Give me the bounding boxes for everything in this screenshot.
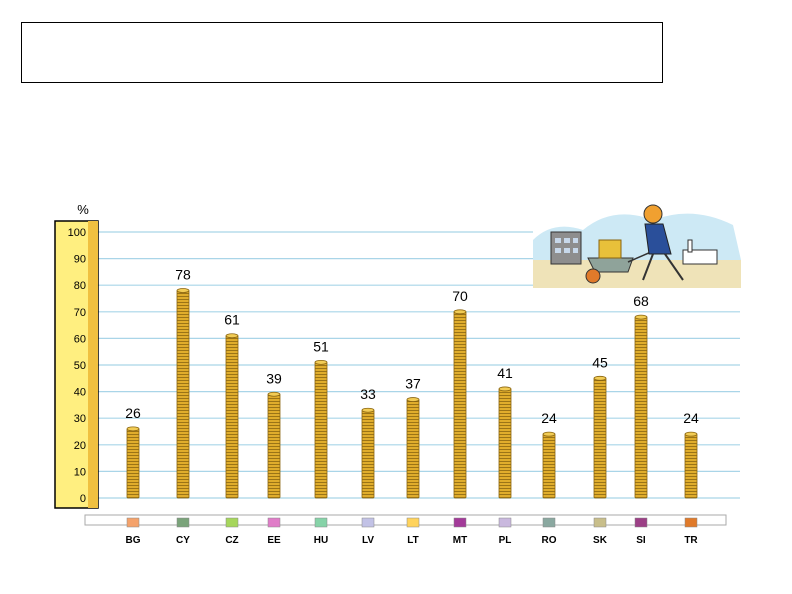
legend-swatch bbox=[542, 517, 556, 528]
bar-cap bbox=[225, 333, 239, 339]
bars: 26 78 61 39 51 33 37 70 41 24 45 68 24 bbox=[125, 267, 699, 499]
bar-cap bbox=[267, 391, 281, 397]
bar bbox=[453, 311, 467, 499]
bar bbox=[176, 290, 190, 499]
bar-cap bbox=[176, 288, 190, 293]
data-label: 68 bbox=[633, 293, 649, 309]
data-label: 78 bbox=[175, 267, 191, 283]
legend-swatch bbox=[267, 517, 281, 528]
x-tick-label: SK bbox=[593, 535, 608, 546]
bar bbox=[314, 361, 328, 499]
data-label: 24 bbox=[541, 410, 557, 426]
x-tick-label: RO bbox=[542, 535, 557, 546]
title-box bbox=[21, 22, 663, 83]
x-tick-label: CZ bbox=[225, 535, 238, 546]
bar bbox=[361, 409, 375, 499]
bar-cap bbox=[634, 314, 648, 320]
x-tick-label: LV bbox=[362, 535, 374, 546]
legend-swatch bbox=[453, 517, 467, 528]
bar-cap bbox=[361, 407, 375, 413]
legend-swatch bbox=[314, 517, 328, 528]
bar-cap bbox=[542, 431, 556, 437]
y-tick-label: 0 bbox=[80, 493, 86, 505]
bar bbox=[593, 377, 607, 499]
y-tick-label: 50 bbox=[74, 360, 86, 372]
bar bbox=[406, 399, 420, 499]
bar bbox=[126, 428, 140, 499]
legend-swatch bbox=[634, 517, 648, 528]
legend-swatch bbox=[593, 517, 607, 528]
x-tick-label: CY bbox=[176, 535, 190, 546]
bar-cap bbox=[498, 386, 512, 392]
legend-swatch bbox=[225, 517, 239, 528]
bar-cap bbox=[126, 426, 140, 432]
legend-strip bbox=[84, 514, 727, 526]
bar-cap bbox=[314, 359, 328, 365]
data-label: 39 bbox=[266, 370, 282, 386]
data-label: 45 bbox=[592, 354, 608, 370]
data-label: 61 bbox=[224, 312, 240, 328]
y-tick-label: 10 bbox=[74, 466, 86, 478]
x-tick-label: TR bbox=[684, 535, 698, 546]
data-label: 41 bbox=[497, 365, 513, 381]
bar-cap bbox=[406, 397, 420, 402]
x-tick-label: MT bbox=[453, 535, 467, 546]
bar-cap bbox=[684, 431, 698, 437]
bar bbox=[542, 433, 556, 499]
bar bbox=[684, 433, 698, 499]
y-tick-label: 70 bbox=[74, 307, 86, 319]
wheelbarrow-of-coins-icon bbox=[533, 204, 741, 290]
x-tick-label: PL bbox=[499, 535, 512, 546]
legend-swatch bbox=[176, 517, 190, 528]
data-label: 26 bbox=[125, 405, 141, 421]
data-label: 70 bbox=[452, 288, 468, 304]
bar-cap bbox=[593, 375, 607, 381]
legend-swatch bbox=[684, 517, 698, 528]
y-tick-label: 100 bbox=[68, 227, 86, 239]
legend-swatch bbox=[406, 517, 420, 528]
y-tick-label: 30 bbox=[74, 413, 86, 425]
y-tick-label: 40 bbox=[74, 387, 86, 399]
bar bbox=[498, 388, 512, 499]
bar-cap bbox=[453, 309, 467, 315]
bar bbox=[634, 316, 648, 499]
y-tick-label: 80 bbox=[74, 280, 86, 292]
data-label: 24 bbox=[683, 410, 699, 426]
data-label: 37 bbox=[405, 376, 421, 392]
legend-swatch bbox=[361, 517, 375, 528]
y-tick-label: 90 bbox=[74, 254, 86, 266]
data-label: 33 bbox=[360, 386, 376, 402]
legend: BG CY CZ EE HU LV LT MT PL RO SK SI TR bbox=[84, 514, 727, 546]
bar bbox=[267, 393, 281, 499]
x-tick-label: EE bbox=[267, 535, 281, 546]
x-tick-label: SI bbox=[636, 535, 646, 546]
y-tick-label: 60 bbox=[74, 333, 86, 345]
x-tick-label: LT bbox=[407, 535, 418, 546]
bar bbox=[225, 335, 239, 499]
y-axis: % 0 10 20 30 40 50 60 70 80 90 100 bbox=[54, 202, 99, 509]
y-axis-band-edge bbox=[88, 221, 98, 508]
data-label: 51 bbox=[313, 338, 329, 354]
x-tick-label: HU bbox=[314, 535, 328, 546]
legend-swatch bbox=[126, 517, 140, 528]
y-axis-unit-label: % bbox=[77, 202, 89, 217]
y-tick-label: 20 bbox=[74, 440, 86, 452]
x-tick-label: BG bbox=[126, 535, 141, 546]
legend-swatch bbox=[498, 517, 512, 528]
